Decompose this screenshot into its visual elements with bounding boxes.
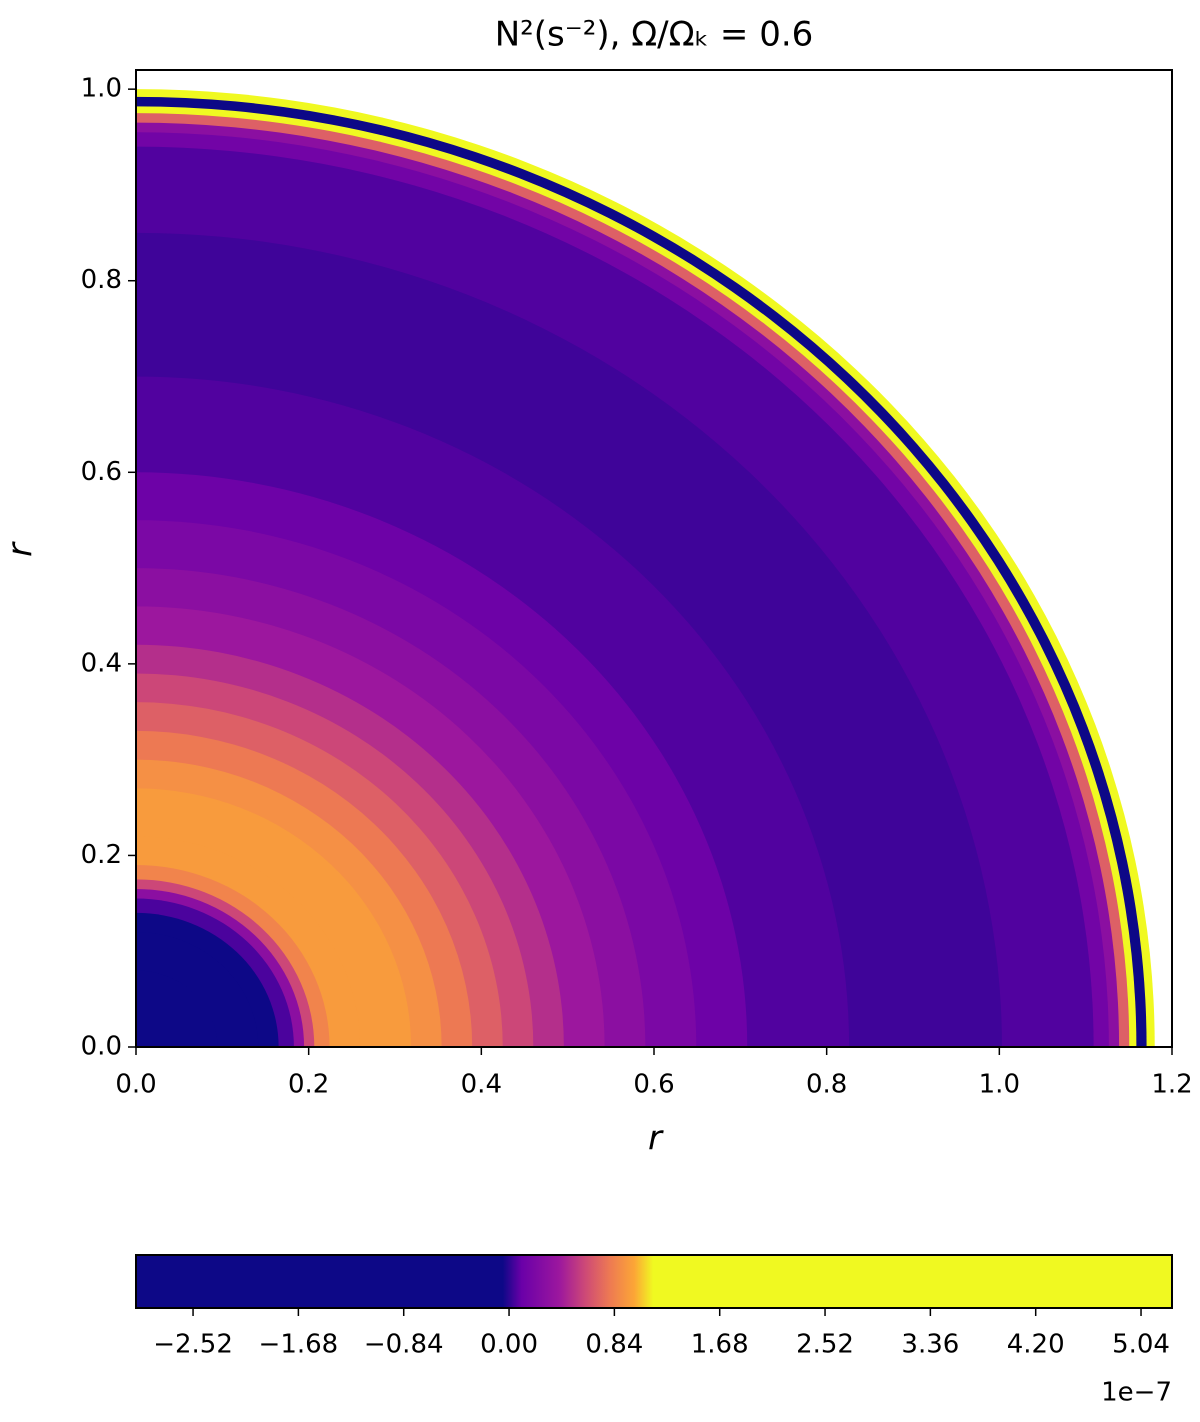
x-tick-label: 1.0: [979, 1070, 1020, 1100]
y-axis-label: r: [1, 541, 41, 557]
contour-band: [136, 970, 218, 1047]
x-tick-label: 0.6: [633, 1070, 674, 1100]
colorbar: [135, 1254, 1173, 1309]
y-tick-label: 0.2: [81, 840, 122, 870]
y-tick-label: 0.4: [81, 648, 122, 678]
y-tick-label: 0.0: [81, 1032, 122, 1062]
colorbar-tick-label: −1.68: [259, 1330, 339, 1360]
colorbar-offset: 1e−7: [1101, 1378, 1172, 1408]
x-tick-label: 0.2: [288, 1070, 329, 1100]
field: [136, 89, 1155, 1047]
y-tick-label: 1.0: [81, 74, 122, 104]
colorbar-tick-label: 0.84: [585, 1330, 643, 1360]
colorbar-tick-label: −2.52: [153, 1330, 233, 1360]
x-tick-label: 0.4: [461, 1070, 502, 1100]
colorbar-tick-label: 5.04: [1112, 1330, 1170, 1360]
x-tick-label: 1.2: [1151, 1070, 1192, 1100]
chart-title: N²(s⁻²), Ω/Ωₖ = 0.6: [495, 15, 814, 55]
y-tick-label: 0.6: [81, 457, 122, 487]
colorbar-tick-label: 1.68: [691, 1330, 749, 1360]
colorbar-tick-label: −0.84: [364, 1330, 444, 1360]
colorbar-tick-label: 2.52: [796, 1330, 854, 1360]
colorbar-tick-label: 4.20: [1007, 1330, 1065, 1360]
x-tick-label: 0.0: [115, 1070, 156, 1100]
x-axis-label: r: [648, 1119, 664, 1159]
x-tick-label: 0.8: [806, 1070, 847, 1100]
y-tick-label: 0.8: [81, 265, 122, 295]
colorbar-tick-label: 3.36: [901, 1330, 959, 1360]
colorbar-tick-label: 0.00: [480, 1330, 538, 1360]
